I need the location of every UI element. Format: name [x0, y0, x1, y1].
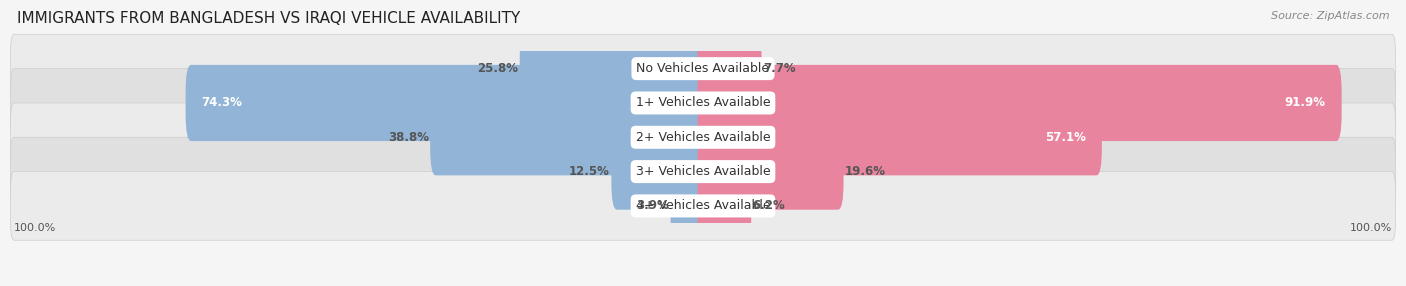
FancyBboxPatch shape — [697, 134, 844, 210]
FancyBboxPatch shape — [430, 99, 709, 175]
FancyBboxPatch shape — [697, 65, 1341, 141]
Text: 74.3%: 74.3% — [201, 96, 242, 110]
Text: 19.6%: 19.6% — [845, 165, 886, 178]
FancyBboxPatch shape — [697, 99, 1102, 175]
FancyBboxPatch shape — [11, 103, 1395, 172]
Text: No Vehicles Available: No Vehicles Available — [637, 62, 769, 75]
Text: 3.9%: 3.9% — [637, 199, 669, 212]
Text: 91.9%: 91.9% — [1285, 96, 1326, 110]
FancyBboxPatch shape — [186, 65, 709, 141]
Text: 3+ Vehicles Available: 3+ Vehicles Available — [636, 165, 770, 178]
Text: 57.1%: 57.1% — [1045, 131, 1085, 144]
FancyBboxPatch shape — [671, 168, 709, 244]
Text: 100.0%: 100.0% — [14, 223, 56, 233]
Text: 4+ Vehicles Available: 4+ Vehicles Available — [636, 199, 770, 212]
FancyBboxPatch shape — [612, 134, 709, 210]
Text: 1+ Vehicles Available: 1+ Vehicles Available — [636, 96, 770, 110]
Text: 38.8%: 38.8% — [388, 131, 429, 144]
Text: 25.8%: 25.8% — [478, 62, 519, 75]
Text: IMMIGRANTS FROM BANGLADESH VS IRAQI VEHICLE AVAILABILITY: IMMIGRANTS FROM BANGLADESH VS IRAQI VEHI… — [17, 11, 520, 26]
FancyBboxPatch shape — [11, 137, 1395, 206]
FancyBboxPatch shape — [697, 168, 751, 244]
Text: 100.0%: 100.0% — [1350, 223, 1392, 233]
FancyBboxPatch shape — [697, 31, 762, 107]
Text: 6.2%: 6.2% — [752, 199, 786, 212]
FancyBboxPatch shape — [11, 172, 1395, 240]
Text: Source: ZipAtlas.com: Source: ZipAtlas.com — [1271, 11, 1389, 21]
FancyBboxPatch shape — [520, 31, 709, 107]
Text: 2+ Vehicles Available: 2+ Vehicles Available — [636, 131, 770, 144]
FancyBboxPatch shape — [11, 34, 1395, 103]
FancyBboxPatch shape — [11, 69, 1395, 137]
Text: 12.5%: 12.5% — [569, 165, 610, 178]
Text: 7.7%: 7.7% — [763, 62, 796, 75]
